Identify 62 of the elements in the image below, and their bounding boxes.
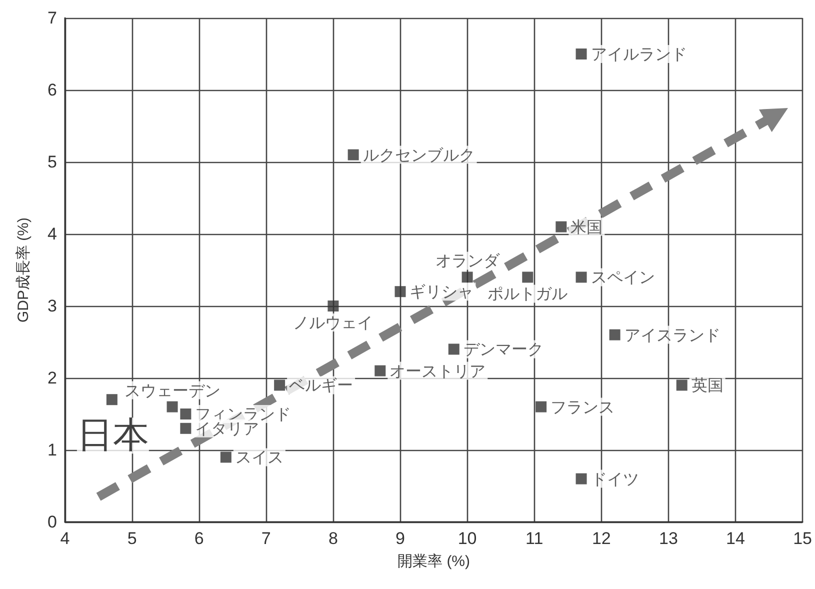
y-tick-label: 3	[48, 296, 57, 316]
point	[274, 380, 286, 391]
point	[394, 286, 406, 298]
x-tick-label: 13	[658, 529, 678, 548]
point	[374, 365, 386, 376]
series-label: デンマーク	[463, 340, 544, 359]
x-tick-label: 6	[194, 529, 204, 548]
series-label: スウェーデン	[124, 380, 220, 400]
series-label: ルクセンブルク	[362, 145, 475, 164]
x-tick-label: 4	[60, 529, 70, 548]
x-tick-label: 8	[328, 529, 338, 548]
series-label: 英国	[691, 376, 724, 395]
series-label: アイスランド	[624, 325, 720, 344]
y-tick-label: 0	[48, 512, 57, 532]
x-tick-label: 5	[127, 529, 137, 548]
y-tick-label: 4	[48, 224, 57, 244]
x-tick-label: 7	[261, 529, 271, 548]
point	[462, 272, 473, 283]
series-label: オランダ	[435, 251, 500, 270]
point	[328, 300, 339, 312]
x-tick-label: 14	[726, 529, 745, 548]
series-label: イタリア	[195, 418, 260, 438]
point	[180, 408, 192, 420]
series-label: 米国	[570, 217, 603, 236]
point	[220, 452, 232, 463]
series-label: ギリシャ	[410, 282, 474, 302]
x-axis-title: 開業率 (%)	[398, 553, 470, 570]
y-tick-label: 1	[48, 440, 57, 460]
point	[448, 344, 460, 355]
point	[522, 272, 534, 283]
series-label: アイルランド	[590, 44, 687, 64]
point	[106, 394, 118, 406]
point	[576, 48, 587, 60]
point	[556, 221, 567, 232]
point	[609, 329, 620, 340]
y-axis-title: GDP成長率 (%)	[15, 217, 32, 322]
series-label: ポルトガル	[488, 284, 568, 304]
series-label: フランス	[550, 397, 615, 416]
series-label: スペイン	[590, 268, 655, 287]
point	[576, 272, 587, 283]
point	[576, 473, 587, 484]
point	[348, 149, 359, 160]
point	[676, 380, 688, 391]
annotation: 日本	[76, 415, 149, 456]
series-label: スイス	[235, 448, 284, 467]
y-tick-label: 2	[48, 368, 57, 388]
point	[536, 401, 547, 412]
point	[166, 401, 178, 412]
series-label: オーストリア	[390, 361, 486, 380]
y-tick-label: 7	[48, 8, 57, 28]
x-tick-label: 15	[793, 529, 812, 548]
y-tick-label: 6	[48, 80, 57, 100]
x-tick-label: 10	[458, 529, 477, 548]
series-label: ベルギー	[289, 376, 354, 395]
point	[180, 422, 192, 434]
x-tick-label: 9	[396, 529, 405, 548]
x-tick-label: 12	[592, 529, 611, 548]
series-label: ドイツ	[590, 469, 639, 488]
x-tick-label: 11	[526, 529, 544, 548]
series-label: ノルウェイ	[293, 313, 374, 332]
y-tick-label: 5	[48, 152, 57, 172]
series-label: フィンランド	[195, 404, 292, 424]
